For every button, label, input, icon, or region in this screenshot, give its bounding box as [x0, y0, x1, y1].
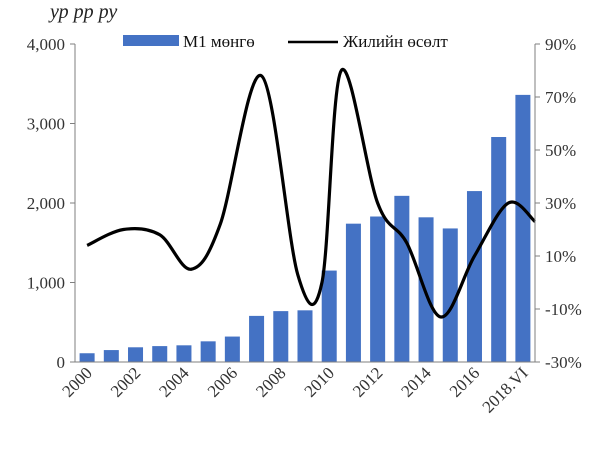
legend: M1 мөнгө Жилийн өсөлт: [123, 32, 448, 51]
x-tick-label: 2008: [252, 363, 289, 400]
right-tick-label: 70%: [545, 88, 576, 107]
bar-2002: [128, 347, 144, 362]
bar-2016: [466, 191, 482, 362]
bar-2000: [79, 353, 95, 362]
bar-2018.VI: [515, 94, 531, 362]
bar-2005: [200, 341, 216, 362]
right-tick-label: 30%: [545, 194, 576, 213]
right-tick-label: -10%: [545, 300, 582, 319]
growth-line: [86, 68, 537, 319]
bar-series-m1: [79, 94, 531, 362]
bar-2007: [249, 315, 265, 362]
left-tick-label: 3,000: [27, 115, 65, 134]
bar-2004: [176, 345, 192, 362]
bar-2003: [152, 346, 168, 362]
left-tick-label: 1,000: [27, 274, 65, 293]
left-axis: 0 1,000 2,000 3,000 4,000: [27, 35, 76, 372]
left-tick-label: 0: [57, 353, 66, 372]
bar-2013: [394, 195, 410, 362]
x-tick-label: 2006: [204, 363, 241, 400]
right-tick-label: 10%: [545, 247, 576, 266]
right-tick-label: 50%: [545, 141, 576, 160]
line-series-growth: [86, 68, 537, 319]
x-tick-label: 2014: [397, 363, 435, 401]
bar-2012: [370, 216, 386, 362]
bar-2011: [345, 223, 361, 362]
bar-2010: [321, 270, 337, 362]
bar-2015: [442, 228, 458, 362]
x-tick-label: 2010: [301, 363, 338, 400]
top-caption: ур рр ру: [48, 1, 117, 23]
left-tick-label: 2,000: [27, 194, 65, 213]
x-tick-label: 2016: [446, 363, 483, 400]
bar-2006: [224, 336, 240, 362]
x-axis: 2000 2002 2004 2006 2008 2010 2012 2014 20162018…: [58, 361, 535, 417]
right-axis: -30% -10% 10% 30% 50% 70% 90%: [534, 35, 582, 372]
x-tick-label: 2002: [107, 363, 144, 400]
left-tick-label: 4,000: [27, 35, 65, 54]
legend-swatch-m1: [123, 35, 179, 46]
bar-2001: [103, 350, 119, 362]
legend-label-growth: Жилийн өсөлт: [343, 32, 448, 51]
bar-2009: [297, 310, 313, 362]
x-tick-label: 2004: [155, 363, 193, 401]
bar-2017: [491, 137, 507, 362]
legend-label-m1: M1 мөнгө: [183, 32, 255, 51]
x-tick-label: 2012: [349, 363, 386, 400]
right-tick-label: 90%: [545, 35, 576, 54]
right-tick-label: -30%: [545, 353, 582, 372]
bar-2008: [273, 311, 289, 362]
x-tick-label: 2018.VI: [479, 363, 532, 416]
